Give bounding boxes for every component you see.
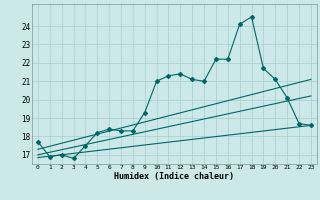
X-axis label: Humidex (Indice chaleur): Humidex (Indice chaleur)	[115, 172, 234, 181]
